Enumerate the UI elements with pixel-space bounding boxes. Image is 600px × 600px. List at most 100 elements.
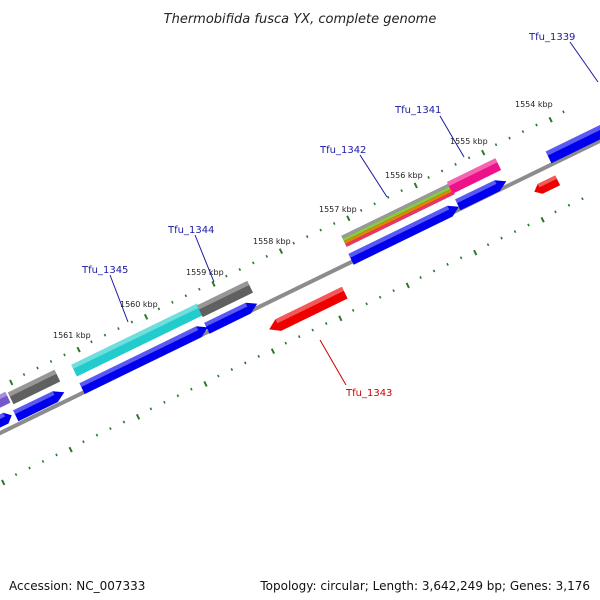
feature-blue-tfu-1339[interactable] — [545, 125, 600, 164]
inner-ring-minor-tick — [554, 210, 557, 214]
feature-gray-left-highlight — [7, 369, 57, 397]
feature-magenta-tfu-1341-body — [446, 158, 502, 194]
outer-tick-ring — [9, 110, 565, 386]
outer-ring-minor-tick — [373, 202, 376, 206]
feature-blue-short-body — [455, 180, 507, 211]
feature-red-tfu-1343-body — [269, 286, 348, 331]
inner-ring-minor-tick — [14, 473, 18, 477]
outer-ring-minor-tick — [90, 340, 93, 344]
outer-ring-major-tick — [346, 215, 351, 222]
feature-blue-large-body — [79, 326, 208, 394]
inner-ring-minor-tick — [446, 262, 449, 266]
tick-label-1555: 1555 kbp — [450, 137, 488, 146]
outer-ring-major-tick — [481, 149, 486, 156]
gene-label-tfu-1339[interactable]: Tfu_1339 — [528, 32, 575, 43]
feature-red-tfu-1343[interactable] — [269, 286, 348, 331]
tick-label-1554: 1554 kbp — [515, 100, 553, 109]
genome-backbone — [0, 138, 600, 436]
gene-label-tfu-1344[interactable]: Tfu_1344 — [167, 225, 214, 236]
feature-blue-mid-highlight — [204, 302, 248, 327]
inner-ring-major-tick — [135, 413, 141, 420]
feature-red-small-highlight — [537, 175, 557, 188]
gene-label-tfu-1341[interactable]: Tfu_1341 — [394, 105, 441, 116]
gene-label-tfu-1342[interactable]: Tfu_1342 — [319, 145, 366, 156]
feature-multicolor-tfu-1342-stripe — [344, 188, 454, 244]
gene-label-tfu-1343[interactable]: Tfu_1343 — [345, 388, 392, 399]
outer-ring-minor-tick — [157, 307, 161, 311]
gene-features — [0, 125, 600, 432]
outer-ring-minor-tick — [292, 241, 296, 245]
inner-ring-minor-tick — [149, 407, 153, 411]
feature-blue-mid-body — [204, 302, 258, 334]
leader-tfu-1339 — [569, 41, 599, 83]
inner-ring-minor-tick — [284, 341, 288, 345]
outer-ring-minor-tick — [238, 268, 242, 271]
feature-blue-left-2-body — [13, 391, 65, 422]
feature-purple[interactable] — [0, 391, 11, 412]
feature-blue-left-1-highlight — [0, 412, 6, 419]
feature-cyan-tfu-1345-body — [71, 303, 203, 377]
accession-text: Accession: NC_007333 — [9, 579, 146, 593]
feature-red-small[interactable] — [534, 175, 561, 194]
outer-ring-minor-tick — [63, 353, 66, 357]
leader-tfu-1345 — [109, 274, 129, 323]
inner-ring-minor-tick — [95, 433, 99, 437]
feature-purple-highlight — [0, 391, 8, 400]
feature-gray-left[interactable] — [7, 369, 61, 405]
inner-ring-minor-tick — [365, 302, 368, 306]
inner-ring-minor-tick — [244, 361, 247, 365]
feature-blue-short[interactable] — [455, 180, 507, 211]
map-title: Thermobifida fusca YX, complete genome — [164, 12, 437, 27]
tick-label-1561: 1561 kbp — [53, 331, 91, 340]
feature-blue-tfu-1339-highlight — [545, 125, 600, 156]
feature-blue-large[interactable] — [79, 326, 208, 394]
outer-ring-major-tick — [143, 313, 149, 320]
outer-ring-minor-tick — [305, 235, 309, 239]
feature-multicolor-tfu-1342-stripe — [345, 191, 455, 247]
outer-ring-minor-tick — [36, 366, 39, 370]
gene-label-leaders — [109, 41, 599, 386]
inner-ring-minor-tick — [459, 256, 463, 260]
outer-ring-minor-tick — [184, 294, 188, 298]
outer-ring-minor-tick — [332, 222, 336, 225]
tick-label-1557: 1557 kbp — [319, 205, 357, 214]
inner-ring-minor-tick — [500, 236, 503, 240]
outer-ring-minor-tick — [521, 130, 525, 134]
outer-ring-minor-tick — [225, 274, 228, 278]
outer-ring-minor-tick — [319, 228, 322, 232]
inner-ring-minor-tick — [41, 459, 45, 463]
outer-ring-minor-tick — [49, 359, 53, 363]
inner-ring-minor-tick — [297, 335, 301, 339]
feature-gray-tfu-1344[interactable] — [197, 280, 253, 318]
feature-blue-left-2[interactable] — [13, 391, 65, 422]
feature-cyan-tfu-1345-highlight — [71, 303, 200, 369]
feature-red-small-body — [534, 175, 561, 194]
feature-blue-long[interactable] — [348, 205, 459, 265]
outer-ring-minor-tick — [467, 156, 471, 160]
feature-blue-left-1[interactable] — [0, 412, 12, 432]
feature-blue-short-highlight — [455, 180, 497, 204]
feature-multicolor-tfu-1342[interactable] — [341, 183, 455, 247]
outer-ring-minor-tick — [562, 110, 565, 114]
outer-ring-major-tick — [76, 346, 81, 353]
outer-ring-major-tick — [9, 379, 14, 386]
outer-ring-minor-tick — [359, 208, 363, 212]
feature-magenta-tfu-1341[interactable] — [446, 158, 502, 194]
feature-multicolor-tfu-1342-stripe — [342, 186, 452, 242]
outer-ring-minor-tick — [535, 123, 538, 127]
feature-blue-mid[interactable] — [204, 302, 258, 334]
gene-label-tfu-1345[interactable]: Tfu_1345 — [81, 265, 128, 276]
outer-ring-major-tick — [548, 116, 553, 123]
feature-gray-tfu-1344-highlight — [197, 280, 250, 310]
feature-gray-tfu-1344-body — [197, 280, 253, 318]
inner-ring-minor-tick — [311, 328, 314, 332]
outer-ring-minor-tick — [130, 320, 134, 324]
inner-ring-minor-tick — [324, 322, 328, 325]
outer-ring-minor-tick — [265, 254, 269, 258]
gene-labels: Tfu_1339 Tfu_1341 Tfu_1342 Tfu_1344 Tfu_… — [81, 32, 575, 399]
inner-ring-minor-tick — [230, 368, 234, 371]
feature-cyan-tfu-1345[interactable] — [71, 303, 203, 377]
outer-ring-minor-tick — [440, 169, 444, 173]
feature-multicolor-tfu-1342-stripe — [341, 183, 451, 239]
